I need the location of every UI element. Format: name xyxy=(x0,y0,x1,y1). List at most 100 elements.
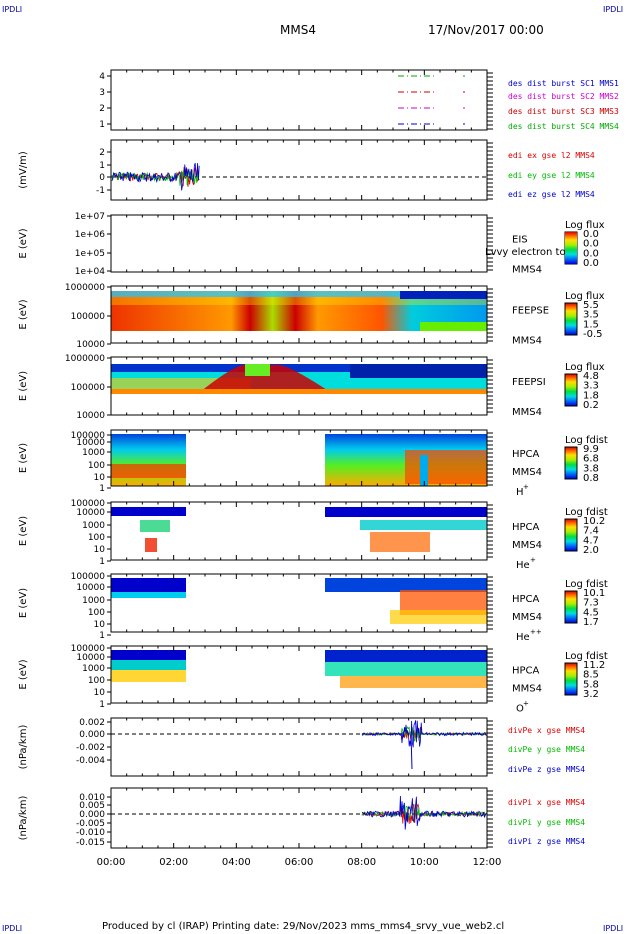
panel-7-colorbar-tick: 4.7 xyxy=(583,535,599,546)
time-axis-label: 04:00 xyxy=(222,857,251,868)
panel-5-ytick-label: 1000000 xyxy=(65,354,105,364)
panel-1-legend-entry: des dist burst SC1 MMS1 xyxy=(508,79,619,88)
panel-7-colorbar-tick: 2.0 xyxy=(583,545,599,556)
panel-1-ytick-label: 1 xyxy=(99,120,105,130)
panel-9-ion-charge: + xyxy=(523,699,529,707)
panel-6-ytick-label: 100 xyxy=(88,461,105,471)
panel-5-colorbar-title: Log flux xyxy=(565,362,605,373)
panel-7-colorbar-tick: 10.2 xyxy=(583,516,605,527)
corner-label-bottom-right: IPDLI xyxy=(603,924,623,933)
panel-10-ytick-label: 0.000 xyxy=(79,730,105,740)
panel-3-colorbar-tick: 0.0 xyxy=(583,239,599,250)
panel-6-ytick-label: 10 xyxy=(94,473,106,483)
panel-6-instrument: HPCA xyxy=(512,449,540,460)
panel-9-spacecraft: MMS4 xyxy=(512,683,542,694)
panel-7-ytick-label: 100000 xyxy=(71,499,106,509)
divpi-y-trace xyxy=(361,804,488,823)
edi-ez-trace xyxy=(111,162,200,191)
panel-4-ytick-label: 10000 xyxy=(76,340,105,350)
panel-4-colorbar xyxy=(564,302,578,336)
panel-8-colorbar-title: Log fdist xyxy=(565,579,608,590)
panel-10-ytick-label: -0.002 xyxy=(76,743,105,753)
panel-4-instrument: FEEPSE xyxy=(512,305,549,316)
panel-3-frame xyxy=(110,214,488,273)
panel-5-colorbar xyxy=(564,373,578,407)
panel-4-spacecraft: MMS4 xyxy=(512,335,542,346)
panel-9-ytick-label: 10 xyxy=(94,688,106,698)
panel-4-colorbar-title: Log flux xyxy=(565,291,605,302)
panel-2-ytick-label: 2 xyxy=(99,148,105,158)
panel-8-spacecraft: MMS4 xyxy=(512,612,542,623)
panel-8-colorbar-tick: 10.1 xyxy=(583,588,605,599)
panel-9-ytick-label: 1000 xyxy=(82,664,105,674)
feepsi-spectrogram xyxy=(111,364,487,394)
panel-3-ytick-label: 1e+06 xyxy=(75,230,106,240)
panel-11-ylabel: (nPa/km) xyxy=(18,796,29,841)
divpe-z-trace xyxy=(361,720,487,748)
header-spacecraft: MMS4 xyxy=(280,23,316,37)
panel-7-ion: He xyxy=(516,560,530,571)
panel-11-frame xyxy=(110,787,488,849)
panel-4-colorbar-tick: 5.5 xyxy=(583,300,599,311)
panel-7-colorbar-tick: 7.4 xyxy=(583,526,599,537)
panel-2-legend-entry: edi ez gse l2 MMS4 xyxy=(508,190,595,199)
time-axis-label: 06:00 xyxy=(285,857,314,868)
panel-6-spacecraft: MMS4 xyxy=(512,467,542,478)
panel-3-overlay: Lvvy electron to xyxy=(485,247,566,258)
panel-5-colorbar-tick: 0.2 xyxy=(583,400,599,411)
corner-label-top-left: IPDLI xyxy=(2,5,22,14)
panel-2-ytick-label: 1 xyxy=(99,161,105,171)
panel-5-colorbar-tick: 4.8 xyxy=(583,371,599,382)
panel-1-ytick-label: 2 xyxy=(99,104,105,114)
panel-8-ylabel: E (eV) xyxy=(18,588,29,618)
panel-2-frame xyxy=(110,139,488,201)
panel-7-ytick-label: 1000 xyxy=(82,521,105,531)
panel-2-legend-entry: edi ex gse l2 MMS4 xyxy=(508,151,595,160)
panel-11-ytick-label: -0.015 xyxy=(76,838,105,848)
panel-10-ylabel: (nPa/km) xyxy=(18,725,29,770)
panel-3-spacecraft: MMS4 xyxy=(512,264,542,275)
hpca-heplus-spectrogram xyxy=(111,507,487,552)
panel-1-legend-entry: des dist burst SC2 MMS2 xyxy=(508,92,619,101)
panel-6-ion-charge: + xyxy=(523,483,529,491)
panel-9-colorbar-tick: 8.5 xyxy=(583,670,599,681)
panel-3-ytick-label: 1e+05 xyxy=(75,249,105,259)
panel-3-instrument: EIS xyxy=(512,234,528,245)
panel-3-ytick-label: 1e+07 xyxy=(75,212,105,222)
time-axis-label: 00:00 xyxy=(97,857,126,868)
panel-2-ytick-label: -1 xyxy=(96,186,105,196)
panel-5-colorbar-tick: 1.8 xyxy=(583,390,599,401)
panel-6-ion: H xyxy=(516,487,524,498)
panel-8-colorbar-tick: 1.7 xyxy=(583,617,599,628)
time-axis-label: 12:00 xyxy=(473,857,502,868)
panel-9-ytick-label: 100000 xyxy=(71,644,106,654)
hpca-heplusplus-spectrogram xyxy=(111,578,487,624)
panel-8-ytick-label: 1000 xyxy=(82,596,105,606)
panel-9-colorbar xyxy=(564,662,578,696)
footer-credits: Produced by cl (IRAP) Printing date: 29/… xyxy=(102,921,504,932)
panel-9-colorbar-title: Log fdist xyxy=(565,651,608,662)
panel-8-ion: He xyxy=(516,632,530,643)
panel-7-ytick-label: 10000 xyxy=(76,508,105,518)
panel-2-ytick-label: 0 xyxy=(99,173,105,183)
panel-8-ytick-label: 10 xyxy=(94,620,106,630)
panel-1-legend-entry: des dist burst SC4 MMS4 xyxy=(508,122,619,131)
panel-9-ion: O xyxy=(516,703,524,714)
panel-11-ytick-label: -0.010 xyxy=(76,828,105,838)
panel-7-colorbar-title: Log fdist xyxy=(565,507,608,518)
panel-7-instrument: HPCA xyxy=(512,522,540,533)
panel-9-colorbar-tick: 11.2 xyxy=(583,660,605,671)
panel-10-ytick-label: 0.002 xyxy=(79,718,105,728)
panel-10-ytick-label: -0.004 xyxy=(76,756,105,766)
panel-4-colorbar-tick: 1.5 xyxy=(583,319,599,330)
panel-1-frame xyxy=(110,69,488,131)
panel-8-ytick-label: 1 xyxy=(99,631,105,641)
panel-10-legend-entry: divPe z gse MMS4 xyxy=(508,765,585,774)
panel-9-ylabel: E (eV) xyxy=(18,659,29,689)
hpca-oplus-spectrogram xyxy=(111,650,487,688)
time-axis-label: 08:00 xyxy=(347,857,376,868)
panel-6-colorbar-tick: 6.8 xyxy=(583,454,599,465)
panel-5-ytick-label: 10000 xyxy=(76,411,105,421)
panel-7-ylabel: E (eV) xyxy=(18,516,29,546)
panel-7-colorbar xyxy=(564,518,578,552)
